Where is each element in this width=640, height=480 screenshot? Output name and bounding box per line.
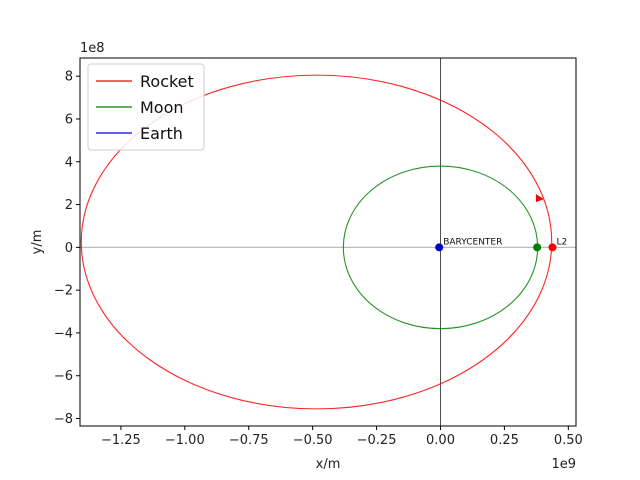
point-label-barycenter: BARYCENTER: [443, 237, 502, 247]
legend-label-rocket: Rocket: [140, 72, 194, 91]
y-offset-text: 1e8: [80, 41, 105, 56]
point-marker-2: [548, 243, 557, 252]
y-tick-label: −8: [54, 412, 73, 427]
y-tick-label: 2: [65, 198, 73, 213]
x-tick-label: 0.50: [554, 433, 583, 448]
y-axis-label: y/m: [30, 230, 45, 255]
legend: Rocket Moon Earth: [87, 63, 205, 151]
x-tick-label: −1.25: [101, 433, 141, 448]
axes-frame: [79, 57, 577, 427]
point-label-l2: L2: [556, 237, 567, 247]
rocket-orbit-line: [80, 74, 553, 410]
rocket-direction-arrow: [535, 194, 544, 203]
x-axis-label: x/m: [316, 457, 341, 472]
x-offset-text: 1e9: [551, 457, 576, 472]
y-tick-label: −2: [54, 284, 73, 299]
x-tick-label: 0.00: [426, 433, 455, 448]
point-marker-0: [435, 243, 444, 252]
x-tick-label: −0.50: [293, 433, 333, 448]
x-tick-label: 0.25: [490, 433, 519, 448]
legend-label-earth: Earth: [140, 124, 183, 143]
plot-content: [80, 58, 576, 426]
y-tick-label: 8: [65, 70, 73, 85]
y-tick-label: 4: [65, 155, 73, 170]
x-tick-label: −0.75: [229, 433, 269, 448]
axis-ticks: −1.25 −1.00 −0.75 −0.50 −0.25 0.00 0.25 0.50 −8 −…: [54, 70, 583, 448]
point-marker-1: [533, 243, 542, 252]
y-tick-label: 0: [65, 241, 73, 256]
y-tick-label: −4: [54, 326, 73, 341]
legend-box: [87, 63, 205, 151]
y-tick-label: −6: [54, 369, 73, 384]
legend-label-moon: Moon: [140, 98, 184, 117]
x-tick-label: −0.25: [357, 433, 397, 448]
y-tick-label: 6: [65, 112, 73, 127]
x-tick-label: −1.00: [165, 433, 205, 448]
